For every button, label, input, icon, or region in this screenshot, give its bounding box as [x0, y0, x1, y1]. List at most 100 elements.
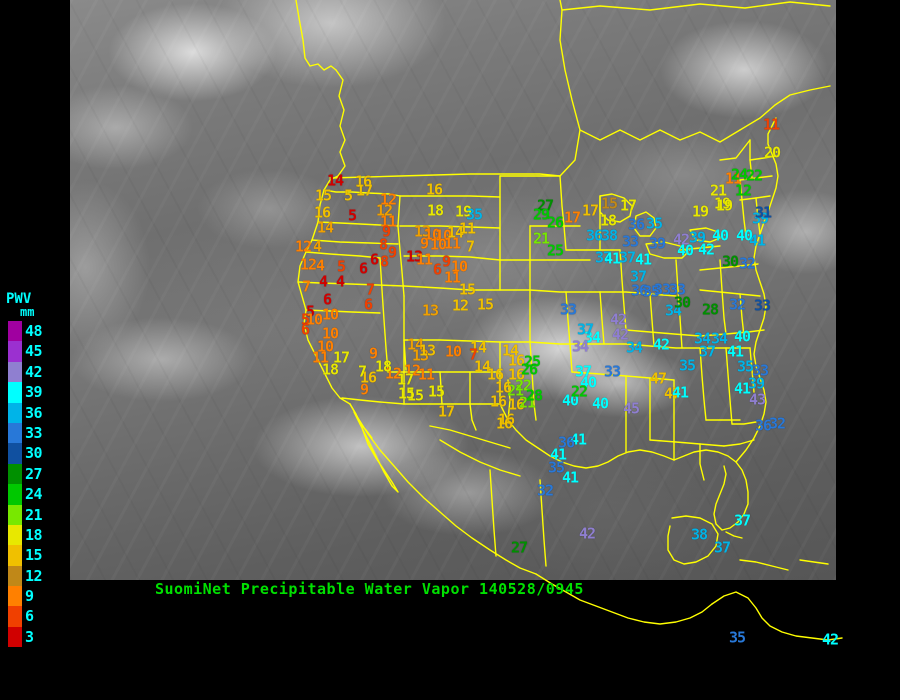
pwv-station-value: 16: [354, 172, 372, 191]
pwv-station-value: 19: [691, 202, 709, 221]
pwv-station-value: 15: [600, 194, 618, 213]
legend-swatch: [8, 443, 22, 464]
pwv-station-value: 11: [762, 115, 780, 134]
pwv-station-value: 10: [321, 324, 339, 343]
legend-tick-label: 48: [25, 322, 43, 340]
pwv-station-value: 15: [397, 384, 415, 403]
pwv-station-value: 35: [736, 357, 754, 376]
pwv-station-value: 9: [387, 243, 397, 262]
legend-swatch: [8, 524, 22, 546]
pwv-station-value: 34: [710, 329, 728, 348]
pwv-station-value: 38: [600, 226, 618, 245]
pwv-station-value: 41: [634, 250, 652, 269]
pwv-station-value: 19: [713, 194, 731, 213]
legend-swatch: [8, 504, 22, 525]
pwv-station-value: 41: [733, 379, 751, 398]
pwv-station-value: 32: [728, 295, 746, 314]
pwv-station-value: 42: [821, 630, 839, 649]
pwv-station-value: 41: [603, 249, 621, 268]
pwv-station-value: 47: [649, 369, 667, 388]
pwv-station-value: 30: [721, 252, 739, 271]
pwv-station-value: 41: [561, 468, 579, 487]
pwv-station-value: 9: [419, 234, 429, 253]
legend-units-label: mm: [20, 305, 35, 319]
pwv-station-value: 42: [609, 310, 627, 329]
pwv-station-value: 7: [468, 345, 478, 364]
pwv-station-value: 35: [642, 282, 660, 301]
pwv-station-value: 47: [663, 384, 681, 403]
pwv-station-value: 7: [301, 277, 311, 296]
pwv-station-value: 10: [444, 342, 462, 361]
lower-background: [0, 580, 900, 700]
pwv-station-value: 37: [576, 320, 594, 339]
pwv-station-value: 14: [473, 357, 491, 376]
pwv-station-value: 40: [676, 241, 694, 260]
pwv-station-value: 11: [443, 268, 461, 287]
pwv-station-value: 39: [751, 209, 769, 228]
pwv-station-value: 9: [381, 222, 391, 241]
legend-swatch: [8, 626, 22, 648]
pwv-station-value: 17: [581, 201, 599, 220]
pwv-station-value: 17: [619, 196, 637, 215]
pwv-station-value: 36: [754, 416, 772, 435]
pwv-station-value: 41: [726, 342, 744, 361]
pwv-station-value: 37: [574, 362, 592, 381]
pwv-station-value: 35: [645, 214, 663, 233]
pwv-station-value: 16: [494, 378, 512, 397]
legend-color-swatches: [8, 321, 22, 648]
pwv-station-value: 34: [571, 337, 589, 356]
pwv-station-value: 13: [418, 341, 436, 360]
pwv-station-value: 37: [594, 248, 612, 267]
pwv-station-value: 25: [523, 352, 541, 371]
pwv-station-value: 11: [458, 219, 476, 238]
legend-swatch: [8, 545, 22, 566]
pwv-station-value: 5: [300, 310, 310, 329]
legend-swatch: [8, 484, 22, 505]
pwv-station-value: 39: [747, 374, 765, 393]
pwv-station-value: 21: [518, 393, 536, 412]
pwv-station-value: 11: [417, 365, 435, 384]
pwv-station-value: 35: [678, 356, 696, 375]
pwv-station-value: 14: [501, 341, 519, 360]
pwv-station-value: 24: [730, 165, 748, 184]
pwv-station-value: 22: [745, 166, 763, 185]
pwv-station-value: 27: [536, 196, 554, 215]
pwv-station-value: 32: [768, 414, 786, 433]
pwv-station-value: 5: [347, 206, 357, 225]
pwv-station-value: 10: [423, 225, 441, 244]
pwv-station-value: 6: [300, 320, 310, 339]
pwv-station-value: 39: [688, 228, 706, 247]
pwv-station-value: 16: [507, 365, 525, 384]
pwv-station-value: 27: [510, 538, 528, 557]
pwv-station-value: 35: [728, 628, 746, 647]
pwv-station-value: 37: [618, 248, 636, 267]
pwv-station-value: 9: [368, 344, 378, 363]
pwv-station-value: 34: [693, 329, 711, 348]
pwv-station-value: 33: [621, 232, 639, 251]
pwv-station-value: 6: [322, 290, 332, 309]
product-caption: SuomiNet Precipitable Water Vapor 140528…: [155, 580, 584, 598]
pwv-station-value: 6: [358, 259, 368, 278]
pwv-station-value: 18: [426, 201, 444, 220]
pwv-station-value: 16: [313, 203, 331, 222]
pwv-station-value: 10: [305, 310, 323, 329]
pwv-station-value: 12: [734, 181, 752, 200]
pwv-station-value: 42: [672, 230, 690, 249]
pwv-station-value: 33: [753, 296, 771, 315]
legend-tick-label: 18: [25, 525, 43, 544]
pwv-station-value: 45: [622, 399, 640, 418]
legend-swatch: [8, 402, 22, 423]
pwv-station-value: 17: [355, 181, 373, 200]
pwv-station-value: 17: [437, 402, 455, 421]
pwv-station-value: 4: [335, 272, 345, 291]
pwv-station-value: 18: [374, 357, 392, 376]
pwv-station-value: 20: [763, 143, 781, 162]
pwv-station-value: 15: [476, 295, 494, 314]
pwv-station-value: 41: [748, 231, 766, 250]
pwv-station-value: 21: [709, 181, 727, 200]
pwv-station-value: 11: [724, 169, 742, 188]
legend-swatch: [8, 606, 22, 627]
pwv-station-value: 5: [336, 257, 346, 276]
pwv-station-value: 10: [321, 305, 339, 324]
